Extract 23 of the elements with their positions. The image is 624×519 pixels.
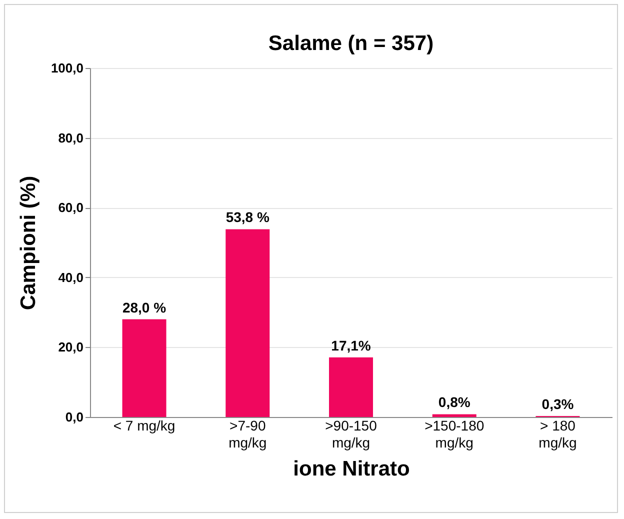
x-tick-label: >90-150 mg/kg: [325, 418, 378, 450]
y-tick-label: 0,0: [65, 410, 84, 424]
x-tick-label: >150-180 mg/kg: [424, 418, 484, 450]
data-label: 28,0 %: [122, 299, 167, 316]
data-label: 53,8 %: [226, 209, 270, 226]
x-tick-label: > 180 mg/kg: [538, 418, 577, 450]
x-axis-title: ione Nitrato: [293, 458, 410, 480]
y-tick-label: 80,0: [58, 130, 84, 146]
bar: [226, 229, 270, 417]
bar: [432, 414, 476, 417]
x-tick-label: >7-90 mg/kg: [228, 418, 267, 450]
chart-title: Salame (n = 357): [268, 32, 434, 55]
y-tick-label: 20,0: [58, 340, 84, 355]
y-tick-label: 100,0: [50, 60, 84, 76]
x-tick-label: < 7 mg/kg: [113, 418, 176, 434]
bar: [122, 319, 166, 417]
y-axis-title: Campioni (%): [16, 176, 40, 310]
y-tick-label: 40,0: [58, 270, 84, 285]
data-label: 0,8%: [438, 394, 471, 410]
bar: [329, 357, 373, 417]
data-label: 0,3%: [542, 396, 574, 412]
data-label: 17,1%: [331, 337, 372, 354]
y-tick-label: 60,0: [58, 200, 84, 216]
